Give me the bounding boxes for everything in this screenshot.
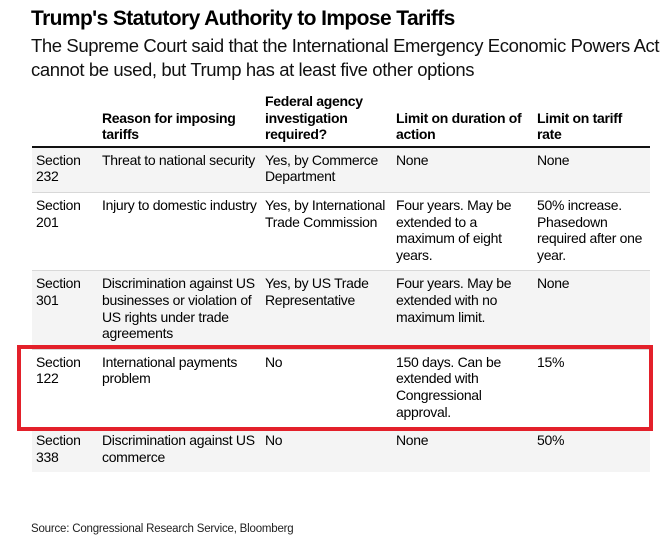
cell-section: Section 232 (32, 146, 98, 193)
cell-reason: Threat to national security (98, 146, 261, 193)
header-rate: Limit on tariff rate (533, 91, 650, 148)
chart-subtitle: The Supreme Court said that the Internat… (31, 35, 660, 80)
cell-investigation: Yes, by Commerce Department (261, 146, 392, 193)
cell-duration: Four years. May be extended to a maximum… (392, 192, 533, 272)
cell-section: Section 122 (32, 349, 98, 429)
cell-reason: Injury to domestic industry (98, 192, 261, 272)
cell-reason: Discrimination against US businesses or … (98, 270, 261, 350)
header-investigation: Federal agency investigation required? (261, 91, 392, 148)
cell-duration: 150 days. Can be extended with Congressi… (392, 349, 533, 429)
table-row: Section 338 Discrimination against US co… (32, 427, 650, 473)
cell-reason: International payments problem (98, 349, 261, 429)
header-duration: Limit on duration of action (392, 91, 533, 148)
cell-duration: None (392, 146, 533, 193)
table-row: Section 201 Injury to domestic industry … (32, 192, 650, 272)
cell-section: Section 338 (32, 427, 98, 473)
cell-investigation: Yes, by International Trade Commission (261, 192, 392, 272)
cell-section: Section 201 (32, 192, 98, 272)
source-note: Source: Congressional Research Service, … (31, 523, 294, 535)
cell-rate: 50% (533, 427, 650, 473)
cell-investigation: No (261, 427, 392, 473)
cell-section: Section 301 (32, 270, 98, 350)
header-section (32, 91, 98, 148)
table-row: Section 301 Discrimination against US bu… (32, 270, 650, 350)
cell-rate: None (533, 270, 650, 350)
table-row: Section 232 Threat to national security … (32, 146, 650, 193)
cell-duration: Four years. May be extended with no maxi… (392, 270, 533, 350)
cell-rate: 50% increase. Phasedown required after o… (533, 192, 650, 272)
table-row-highlighted: Section 122 International payments probl… (32, 349, 650, 429)
table-header-row: Reason for imposing tariffs Federal agen… (32, 91, 650, 148)
tariff-authority-table: Reason for imposing tariffs Federal agen… (32, 91, 650, 473)
cell-investigation: No (261, 349, 392, 429)
chart-title: Trump's Statutory Authority to Impose Ta… (31, 7, 455, 30)
cell-rate: 15% (533, 349, 650, 429)
cell-reason: Discrimination against US commerce (98, 427, 261, 473)
cell-investigation: Yes, by US Trade Representative (261, 270, 392, 350)
cell-rate: None (533, 146, 650, 193)
cell-duration: None (392, 427, 533, 473)
header-reason: Reason for imposing tariffs (98, 91, 261, 148)
